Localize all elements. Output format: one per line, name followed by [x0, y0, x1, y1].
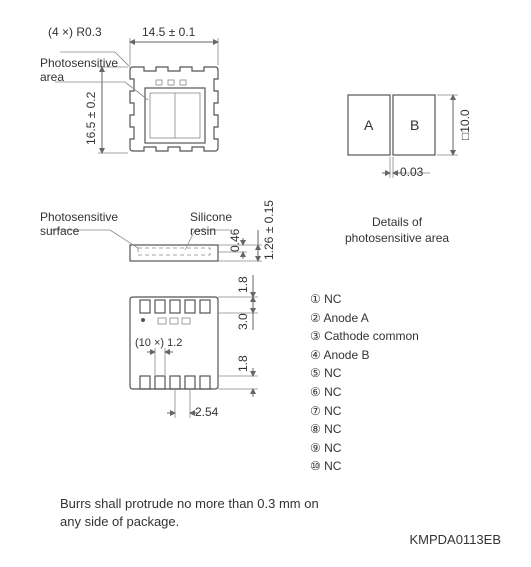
dim-30: 3.0: [236, 313, 250, 330]
dim-width: [130, 38, 218, 65]
top-view: [130, 67, 218, 151]
dim-046: 0.46: [228, 229, 242, 252]
dim-18a: 1.8: [236, 276, 250, 293]
drawing-number: KMPDA0113EB: [409, 532, 501, 547]
pin-4: ④ Anode B: [310, 346, 419, 365]
dim-width-text: 14.5 ± 0.1: [142, 25, 195, 39]
pin-1: ① NC: [310, 290, 419, 309]
details-caption: Details of photosensitive area: [345, 215, 449, 246]
pin-3: ③ Cathode common: [310, 327, 419, 346]
pin-9: ⑨ NC: [310, 439, 419, 458]
detail-a-label: A: [364, 117, 373, 133]
pin-6: ⑥ NC: [310, 383, 419, 402]
burr-note: Burrs shall protrude no more than 0.3 mm…: [60, 495, 319, 530]
dim-pad-width: [147, 348, 173, 375]
pin-2: ② Anode A: [310, 309, 419, 328]
pin-7: ⑦ NC: [310, 402, 419, 421]
detail-gap-text: 0.03: [400, 165, 423, 179]
dim-pitch: [167, 389, 198, 418]
detail-b-label: B: [410, 117, 419, 133]
dim-corner-radius-text: (4 ×) R0.3: [48, 25, 102, 39]
detail-side-text: □10.0: [458, 109, 472, 140]
dim-126: 1.26 ± 0.15: [262, 200, 276, 260]
pin-8: ⑧ NC: [310, 420, 419, 439]
dim-pad-width-text: (10 ×) 1.2: [135, 337, 182, 349]
label-photo-surface: Photosensitive surface: [40, 210, 118, 239]
pin-list: ① NC ② Anode A ③ Cathode common ④ Anode …: [310, 290, 419, 476]
pin-10: ⑩ NC: [310, 457, 419, 476]
dim-18b: 1.8: [236, 355, 250, 372]
label-silicone: Silicone resin: [190, 210, 232, 239]
dim-bottom-right: [218, 275, 258, 397]
label-photo-area: Photosensitive area: [40, 56, 118, 85]
pin-5: ⑤ NC: [310, 364, 419, 383]
dim-pitch-text: 2.54: [195, 405, 218, 419]
drawing-canvas: [0, 0, 531, 567]
dim-height-text: 16.5 ± 0.2: [84, 92, 98, 145]
